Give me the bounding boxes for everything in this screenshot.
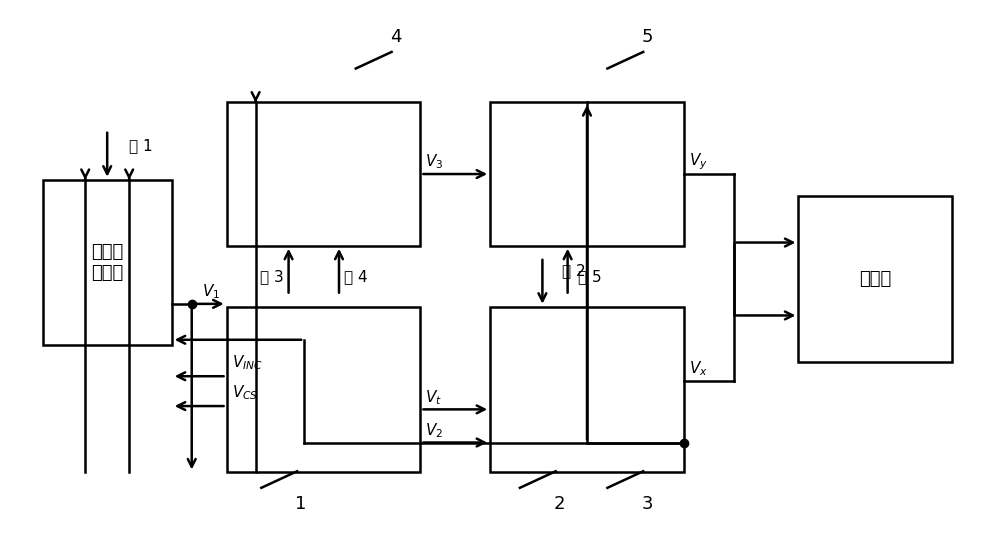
Text: 5: 5	[641, 28, 653, 46]
Text: 调 1: 调 1	[129, 138, 153, 153]
Text: $V_2$: $V_2$	[425, 421, 444, 440]
Text: 调 5: 调 5	[578, 269, 601, 283]
Text: $V_{INC}$: $V_{INC}$	[232, 353, 262, 372]
Text: $V_t$: $V_t$	[425, 388, 442, 407]
Text: 调 2: 调 2	[562, 263, 586, 278]
Bar	[43, 180, 172, 345]
Text: 调 3: 调 3	[260, 269, 284, 283]
Text: $V_1$: $V_1$	[202, 282, 220, 301]
Text: 3: 3	[641, 496, 653, 513]
Text: 1: 1	[295, 496, 307, 513]
Bar	[227, 307, 420, 473]
Bar	[490, 102, 684, 246]
Text: $V_3$: $V_3$	[425, 152, 444, 171]
Bar	[490, 307, 684, 473]
Text: 调 4: 调 4	[344, 269, 368, 283]
Bar	[798, 196, 952, 362]
Text: 4: 4	[390, 28, 401, 46]
Text: 被测混
沌系统: 被测混 沌系统	[91, 243, 123, 282]
Text: 示波器: 示波器	[859, 270, 892, 288]
Text: $V_y$: $V_y$	[689, 152, 708, 172]
Text: $V_x$: $V_x$	[689, 360, 708, 378]
Text: $V_{CS}$: $V_{CS}$	[232, 383, 258, 402]
Bar	[227, 102, 420, 246]
Text: 2: 2	[554, 496, 565, 513]
